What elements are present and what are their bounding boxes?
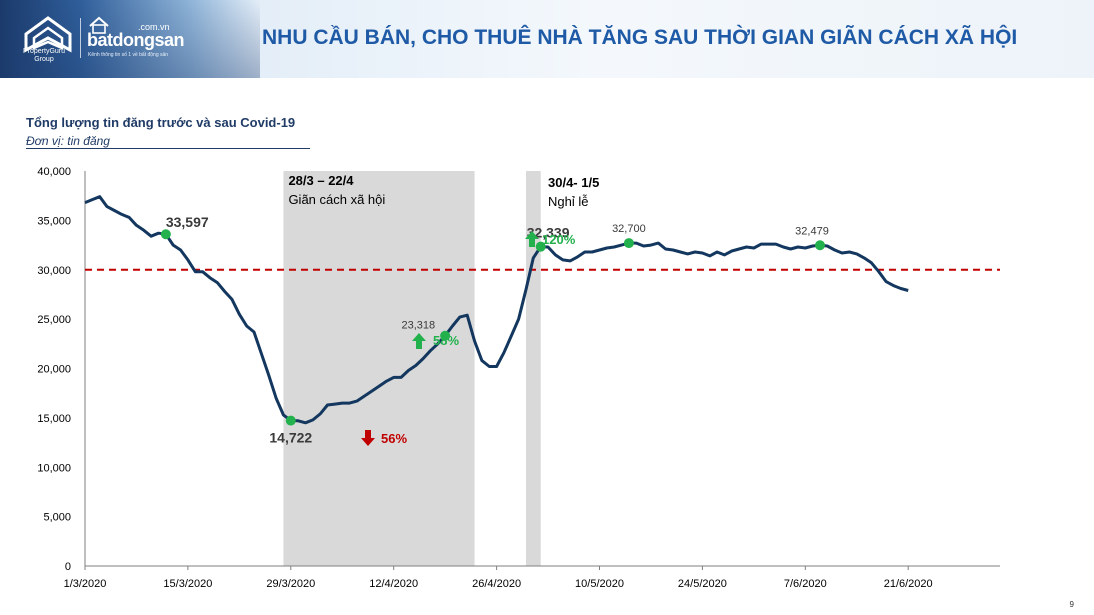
x-tick-label: 7/6/2020 (784, 578, 827, 590)
y-tick-label: 25,000 (37, 314, 71, 326)
period-label: 30/4- 1/5 (548, 175, 599, 190)
data-point-marker (623, 238, 634, 249)
batdongsan-tagline: Kênh thông tin số 1 về bất động sản (88, 52, 169, 58)
arrow-down-icon (361, 430, 375, 446)
house-icon (89, 16, 109, 34)
y-tick-label: 10,000 (37, 462, 71, 474)
batdongsan-logo-text: batdongsan (87, 30, 185, 50)
y-tick-label: 30,000 (37, 265, 71, 277)
change-percent: 58% (433, 333, 459, 348)
data-point-marker (815, 240, 825, 251)
period-sublabel: Nghỉ lễ (548, 194, 588, 209)
period-label: 28/3 – 22/4 (288, 173, 354, 188)
chart-unit: Đơn vị: tin đăng (26, 134, 310, 149)
data-point-marker (440, 330, 451, 341)
arrow-up-icon (525, 231, 539, 247)
x-tick-label: 1/3/2020 (64, 578, 107, 590)
data-label: 32,700 (612, 223, 646, 235)
page-title: NHU CẦU BÁN, CHO THUÊ NHÀ TĂNG SAU THỜI … (262, 26, 1018, 49)
x-tick-label: 12/4/2020 (369, 578, 418, 590)
y-tick-label: 20,000 (37, 364, 71, 376)
data-point-marker (160, 229, 171, 240)
y-tick-label: 0 (65, 561, 71, 573)
data-point-marker (285, 415, 296, 426)
y-tick-label: 5,000 (43, 512, 71, 524)
arrow-up-icon (412, 333, 426, 349)
change-percent: 120% (542, 232, 576, 247)
data-label: 32,479 (795, 225, 829, 237)
chart-title: Tổng lượng tin đăng trước và sau Covid-1… (26, 115, 296, 130)
period-band-0 (283, 171, 475, 566)
x-tick-label: 10/5/2020 (575, 578, 624, 590)
x-tick-label: 15/3/2020 (163, 578, 212, 590)
x-tick-label: 26/4/2020 (472, 578, 521, 590)
propertyguru-logo-icon (24, 16, 72, 53)
y-tick-label: 15,000 (37, 413, 71, 425)
data-point-marker (535, 241, 546, 252)
page-number: 9 (1069, 600, 1074, 609)
propertyguru-logo-text: PropertyGuru Group (22, 48, 66, 63)
y-tick-label: 40,000 (37, 166, 71, 178)
y-tick-label: 35,000 (37, 215, 71, 227)
header-banner: PropertyGuru Group .com.vn batdongsan Kê… (0, 0, 1094, 78)
x-tick-label: 21/6/2020 (884, 578, 933, 590)
series-line (84, 195, 909, 425)
batdongsan-domain: .com.vn (138, 22, 170, 32)
data-label: 33,597 (166, 214, 209, 230)
data-label: 14,722 (269, 430, 312, 446)
x-tick-label: 24/5/2020 (678, 578, 727, 590)
logo-divider (80, 18, 81, 58)
x-tick-label: 29/3/2020 (266, 578, 315, 590)
data-label: 32,339 (527, 225, 570, 241)
change-percent: 56% (381, 431, 407, 446)
data-label: 23,318 (401, 320, 435, 332)
period-sublabel: Giãn cách xã hội (288, 192, 385, 207)
